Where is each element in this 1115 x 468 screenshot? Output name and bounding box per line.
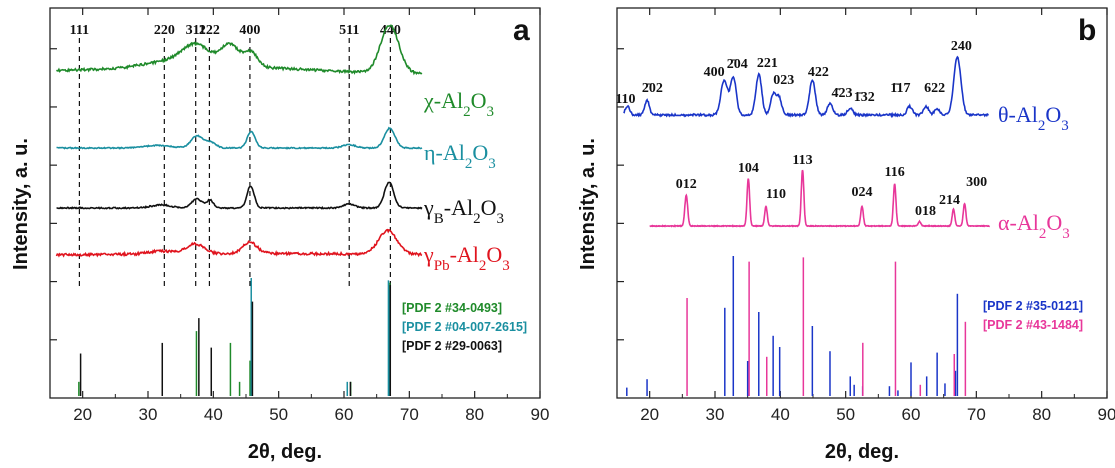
- pattern-alpha: [649, 169, 991, 228]
- panel-b-reference-lines: [PDF 2 #35-0121] [PDF 2 #43-1484]: [626, 256, 1083, 396]
- x-tick-label: 30: [706, 405, 725, 424]
- panel-a-axis-ticks: 20 30 40 50 60 70 80 90: [49, 8, 550, 424]
- reference-label-1: [PDF 2 #34-0493]: [402, 301, 502, 315]
- panel-b-y-axis-title: Intensity, a. u.: [577, 138, 599, 270]
- theta-hkl-400: 400: [704, 65, 725, 80]
- alpha-hkl-110: 110: [766, 187, 786, 202]
- pattern-theta: [623, 55, 989, 119]
- x-tick-label: 30: [139, 405, 158, 424]
- theta-hkl-1̄17: 1̄17: [890, 81, 910, 96]
- pattern-1: [55, 24, 423, 76]
- x-tick-label: 80: [1032, 405, 1051, 424]
- theta-hkl-110: 110: [615, 92, 635, 107]
- alpha-hkl-018: 018: [915, 204, 936, 219]
- x-tick-label: 90: [1098, 405, 1115, 424]
- alpha-hkl-012: 012: [676, 177, 697, 192]
- x-tick-label: 50: [836, 405, 855, 424]
- phase-label-2: η-Al2O3: [424, 140, 496, 172]
- panel-a-reference-lines: [PDF 2 #34-0493] [PDF 2 #04-007-2615] [PDF…: [78, 278, 527, 396]
- hkl-label-511: 511: [339, 23, 359, 38]
- reference-label-2: [PDF 2 #43-1484]: [983, 318, 1083, 332]
- phase-label-theta: θ-Al2O3: [998, 102, 1069, 134]
- panel-b-axis-ticks: 20 30 40 50 60 70 80 90: [616, 8, 1115, 424]
- phase-label-alpha: α-Al2O3: [998, 210, 1070, 242]
- reference-label-3: [PDF 2 #29-0063]: [402, 339, 502, 353]
- x-tick-label: 40: [204, 405, 223, 424]
- phase-label-4: γPb-Al2O3: [423, 242, 510, 274]
- reference-label-1: [PDF 2 #35-0121]: [983, 299, 1083, 313]
- hkl-label-311: 311: [186, 23, 206, 38]
- x-tick-label: 60: [335, 405, 354, 424]
- theta-hkl-221: 221: [757, 56, 778, 71]
- pattern-4: [55, 228, 423, 258]
- x-tick-label: 20: [73, 405, 92, 424]
- phase-label-3: γB-Al2O3: [423, 195, 504, 227]
- panel-b: 20 30 40 50 60 70 80 90 [PDF 2 #35-0121][PDF 2 …: [577, 7, 1115, 463]
- theta-hkl-622: 622: [924, 81, 945, 96]
- panel-a-letter: a: [513, 14, 530, 47]
- x-tick-label: 60: [902, 405, 921, 424]
- phase-label-1: χ-Al2O3: [423, 88, 494, 120]
- x-tick-label: 70: [967, 405, 986, 424]
- theta-hkl-2̄04: 2̄04: [727, 57, 748, 72]
- theta-hkl-2̄02: 2̄02: [642, 81, 663, 96]
- x-tick-label: 50: [269, 405, 288, 424]
- pattern-3: [56, 181, 423, 210]
- alpha-hkl-024: 024: [852, 185, 873, 200]
- pattern-2: [56, 126, 423, 150]
- x-tick-label: 20: [640, 405, 659, 424]
- theta-hkl-4̄23: 4̄23: [831, 86, 852, 101]
- panel-a-y-axis-title: Intensity, a. u.: [10, 138, 32, 270]
- alpha-hkl-300: 300: [966, 175, 987, 190]
- alpha-hkl-116: 116: [885, 165, 905, 180]
- x-tick-label: 70: [400, 405, 419, 424]
- panel-b-x-axis-title: 2θ, deg.: [825, 441, 899, 463]
- theta-hkl-422: 422: [808, 65, 829, 80]
- x-tick-label: 80: [465, 405, 484, 424]
- theta-hkl-240: 240: [951, 39, 972, 54]
- alpha-hkl-214: 214: [939, 193, 960, 208]
- panel-a-x-axis-title: 2θ, deg.: [248, 441, 322, 463]
- theta-hkl-1̄32: 1̄32: [854, 90, 875, 105]
- hkl-label-400: 400: [239, 23, 260, 38]
- theta-hkl-023: 023: [773, 73, 794, 88]
- hkl-label-222: 222: [199, 23, 220, 38]
- panel-a-frame: [49, 7, 541, 399]
- hkl-label-220: 220: [154, 23, 175, 38]
- panel-b-letter: b: [1078, 14, 1096, 47]
- hkl-label-111: 111: [70, 23, 89, 38]
- alpha-hkl-104: 104: [738, 161, 759, 176]
- panel-a-patterns: χ-Al2O3 η-Al2O3 γB-Al2O3 γPb-Al2O3: [55, 24, 510, 274]
- x-tick-label: 90: [531, 405, 550, 424]
- x-tick-label: 40: [771, 405, 790, 424]
- panel-b-frame: [616, 7, 1108, 399]
- reference-label-2: [PDF 2 #04-007-2615]: [402, 320, 527, 334]
- alpha-hkl-113: 113: [792, 153, 812, 168]
